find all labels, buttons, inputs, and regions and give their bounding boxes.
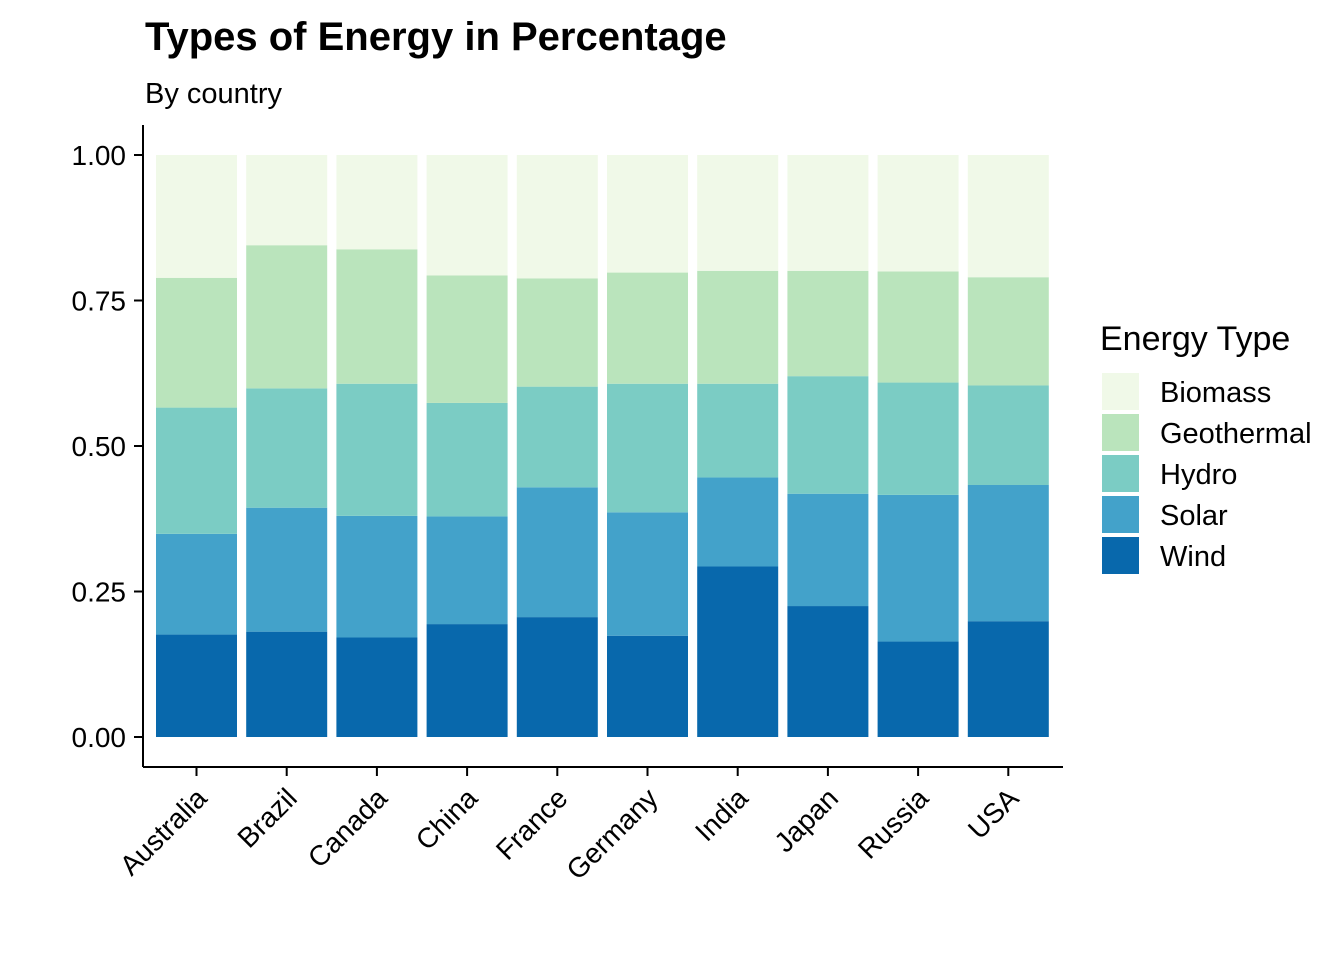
bar-australia-wind: [156, 634, 237, 737]
bar-germany-hydro: [607, 383, 688, 513]
bar-germany-solar: [607, 512, 688, 636]
bar-france-wind: [516, 617, 598, 737]
bar-germany-wind: [607, 635, 688, 737]
bar-usa-biomass: [967, 155, 1049, 278]
bar-canada-solar: [336, 515, 418, 638]
y-tick-label: 1.00: [72, 140, 127, 171]
bar-russia-geothermal: [877, 271, 959, 383]
bar-australia-biomass: [156, 155, 237, 278]
bar-brazil-biomass: [246, 155, 328, 246]
bar-australia-geothermal: [156, 277, 237, 408]
legend-label-wind: Wind: [1160, 541, 1226, 573]
bar-russia-hydro: [877, 382, 959, 495]
x-tick-label-usa: USA: [962, 782, 1025, 845]
bar-germany-geothermal: [607, 272, 688, 384]
bar-france-biomass: [516, 155, 598, 279]
bar-japan-geothermal: [787, 270, 869, 377]
bar-india-biomass: [697, 155, 779, 271]
x-tick-label-china: China: [410, 782, 484, 856]
bars-layer: [156, 155, 1049, 737]
bar-japan-hydro: [787, 376, 869, 494]
legend-key-wind: [1102, 537, 1139, 574]
bar-china-solar: [426, 516, 508, 625]
x-tick-label-australia: Australia: [114, 782, 213, 881]
bar-usa-hydro: [967, 385, 1049, 485]
bar-canada-wind: [336, 637, 418, 737]
y-tick-label: 0.75: [72, 286, 127, 317]
bar-france-geothermal: [516, 278, 598, 387]
legend-label-biomass: Biomass: [1160, 377, 1271, 409]
bar-germany-biomass: [607, 155, 688, 273]
chart-title: Types of Energy in Percentage: [145, 15, 727, 59]
legend-title: Energy Type: [1100, 320, 1290, 358]
bar-australia-hydro: [156, 407, 237, 534]
bar-india-wind: [697, 566, 779, 737]
x-tick-label-canada: Canada: [302, 782, 394, 874]
bar-australia-solar: [156, 533, 237, 635]
y-tick-label: 0.00: [72, 722, 127, 753]
legend-key-solar: [1102, 496, 1139, 533]
bar-canada-hydro: [336, 383, 418, 516]
bar-india-hydro: [697, 383, 779, 478]
legend: Energy Type Biomass Geothermal Hydro Solar W…: [1100, 320, 1312, 574]
bar-china-wind: [426, 624, 508, 737]
legend-key-geothermal: [1102, 414, 1139, 451]
bar-brazil-solar: [246, 507, 328, 632]
bar-usa-solar: [967, 484, 1049, 622]
bar-brazil-geothermal: [246, 245, 328, 389]
legend-label-geothermal: Geothermal: [1160, 418, 1312, 450]
y-tick-label: 0.50: [72, 431, 127, 462]
y-tick-label: 0.25: [72, 577, 127, 608]
x-tick-label-russia: Russia: [852, 782, 935, 865]
legend-label-hydro: Hydro: [1160, 459, 1237, 491]
bar-china-geothermal: [426, 275, 508, 403]
bar-usa-geothermal: [967, 277, 1049, 386]
bar-brazil-wind: [246, 631, 328, 737]
bar-russia-wind: [877, 641, 959, 737]
legend-key-hydro: [1102, 455, 1139, 492]
x-tick-label-india: India: [689, 782, 754, 847]
bar-japan-solar: [787, 493, 869, 607]
bar-brazil-hydro: [246, 388, 328, 508]
chart-subtitle: By country: [145, 78, 282, 110]
bar-france-hydro: [516, 386, 598, 488]
bar-china-hydro: [426, 402, 508, 517]
x-tick-label-japan: Japan: [768, 782, 844, 858]
legend-label-solar: Solar: [1160, 500, 1228, 532]
bar-russia-solar: [877, 494, 959, 642]
bar-france-solar: [516, 487, 598, 618]
x-tick-label-germany: Germany: [560, 782, 663, 885]
bar-india-geothermal: [697, 270, 779, 384]
bar-usa-wind: [967, 621, 1049, 737]
x-tick-label-brazil: Brazil: [232, 782, 303, 853]
bar-japan-wind: [787, 606, 869, 737]
bar-japan-biomass: [787, 155, 869, 271]
bar-canada-biomass: [336, 155, 418, 250]
x-tick-label-france: France: [490, 782, 574, 866]
bar-china-biomass: [426, 155, 508, 276]
bar-india-solar: [697, 477, 779, 567]
bar-russia-biomass: [877, 155, 959, 272]
legend-key-biomass: [1102, 373, 1139, 410]
bar-canada-geothermal: [336, 249, 418, 384]
